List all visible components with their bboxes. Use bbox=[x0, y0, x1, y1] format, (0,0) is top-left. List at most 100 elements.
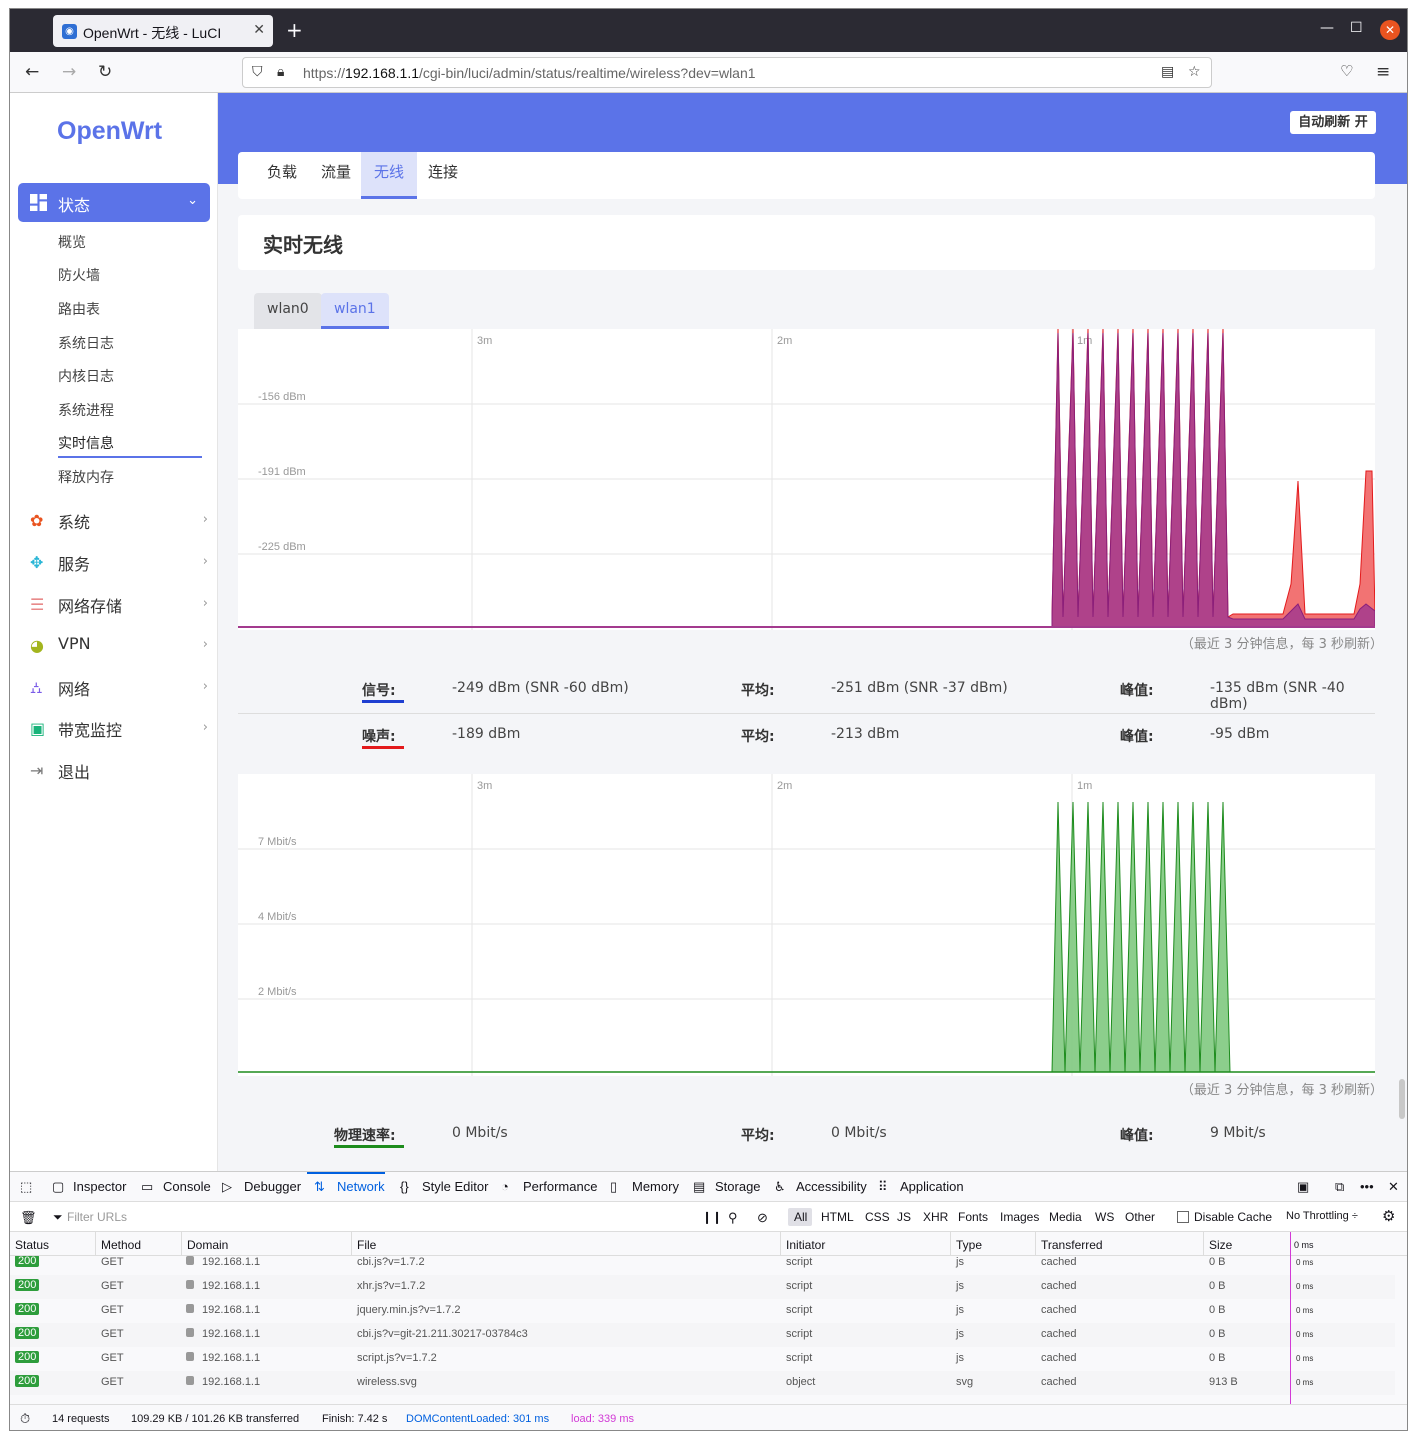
devtools-tab-accessibility[interactable]: Accessibility bbox=[796, 1179, 867, 1194]
lock-icon bbox=[186, 1256, 194, 1265]
submenu-firewall[interactable]: 防火墙 bbox=[58, 268, 100, 284]
tab-connections[interactable]: 连接 bbox=[428, 163, 459, 181]
lock-icon[interactable]: 🔒︎ bbox=[277, 64, 285, 80]
filter-media[interactable]: Media bbox=[1049, 1210, 1082, 1224]
menu-status[interactable]: 状态 ⌄ bbox=[18, 183, 210, 222]
close-tab-icon[interactable]: ✕ bbox=[253, 22, 265, 38]
filter-ws[interactable]: WS bbox=[1095, 1210, 1115, 1224]
filter-fonts[interactable]: Fonts bbox=[958, 1210, 989, 1224]
interface-tab-wlan1[interactable]: wlan1 bbox=[321, 293, 389, 329]
maximize-icon[interactable]: ☐ bbox=[1350, 20, 1363, 36]
menu-bandwidth-monitor[interactable]: ▣ 带宽监控 › bbox=[30, 714, 210, 744]
throttling-select[interactable]: No Throttling ÷ bbox=[1286, 1210, 1358, 1222]
menu-storage[interactable]: ☰ 网络存储 › bbox=[30, 590, 210, 620]
table-row[interactable]: 200 GET 192.168.1.1 cbi.js?v=1.7.2 script js c… bbox=[10, 1256, 1395, 1275]
submenu-realtime[interactable]: 实时信息 bbox=[58, 436, 114, 452]
devtools-tab-memory[interactable]: Memory bbox=[632, 1179, 679, 1194]
more-options-icon[interactable]: ••• bbox=[1360, 1179, 1374, 1194]
devtools-tab-storage[interactable]: Storage bbox=[715, 1179, 761, 1194]
minimize-icon[interactable]: — bbox=[1320, 20, 1334, 36]
close-devtools-icon[interactable]: ✕ bbox=[1388, 1179, 1399, 1194]
col-domain[interactable]: Domain bbox=[187, 1238, 229, 1252]
col-status[interactable]: Status bbox=[15, 1238, 50, 1252]
reload-icon[interactable]: ↻ bbox=[98, 62, 113, 82]
cell-time: 0 ms bbox=[1296, 1306, 1314, 1315]
filter-js[interactable]: JS bbox=[897, 1210, 912, 1224]
submenu-processes[interactable]: 系统进程 bbox=[58, 403, 114, 419]
col-timeline[interactable]: 0 ms bbox=[1294, 1240, 1314, 1250]
menu-icon[interactable]: ≡ bbox=[1376, 62, 1391, 82]
filter-xhr[interactable]: XHR bbox=[923, 1210, 949, 1224]
col-method[interactable]: Method bbox=[101, 1238, 142, 1252]
disable-cache-checkbox[interactable] bbox=[1177, 1211, 1189, 1223]
reader-view-icon[interactable]: ▤ bbox=[1161, 64, 1175, 80]
col-type[interactable]: Type bbox=[956, 1238, 983, 1252]
page-title: 实时无线 bbox=[263, 233, 343, 257]
devtools-tab-console[interactable]: Console bbox=[163, 1179, 211, 1194]
openwrt-logo[interactable]: OpenWrt bbox=[57, 117, 163, 145]
url-text[interactable]: https://192.168.1.1/cgi-bin/luci/admin/s… bbox=[303, 65, 756, 81]
devtools-tab-debugger[interactable]: Debugger bbox=[244, 1179, 302, 1194]
pocket-icon[interactable]: ♡ bbox=[1340, 62, 1354, 80]
chevron-right-icon: › bbox=[202, 596, 208, 611]
filter-html[interactable]: HTML bbox=[821, 1210, 854, 1224]
back-icon[interactable]: ← bbox=[25, 62, 40, 82]
table-row[interactable]: 200 GET 192.168.1.1 cbi.js?v=git-21.211.302… bbox=[10, 1323, 1395, 1347]
menu-logout[interactable]: ⇥ 退出 bbox=[30, 756, 210, 786]
table-row[interactable]: 200 GET 192.168.1.1 wireless.svg object svg ca… bbox=[10, 1371, 1395, 1395]
close-window-icon[interactable]: ✕ bbox=[1380, 20, 1400, 40]
submenu-routes[interactable]: 路由表 bbox=[58, 302, 100, 318]
menu-vpn[interactable]: ◕ VPN › bbox=[30, 631, 210, 661]
table-row[interactable]: 200 GET 192.168.1.1 script.js?v=1.7.2 script… bbox=[10, 1347, 1395, 1371]
menu-system[interactable]: ✿ 系统 › bbox=[30, 506, 210, 536]
devtools-tab-inspector[interactable]: Inspector bbox=[73, 1179, 127, 1194]
submenu-kernel-log[interactable]: 内核日志 bbox=[58, 369, 114, 385]
submenu-free-memory[interactable]: 释放内存 bbox=[58, 470, 114, 486]
clear-trash-icon[interactable]: 🗑︎ bbox=[20, 1210, 37, 1225]
table-row[interactable]: 200 GET 192.168.1.1 xhr.js?v=1.7.2 script js c… bbox=[10, 1275, 1395, 1299]
devtools-tab-performance[interactable]: Performance bbox=[523, 1179, 598, 1194]
devtools-tab-network[interactable]: Network bbox=[337, 1179, 385, 1194]
new-tab-icon[interactable]: + bbox=[286, 18, 303, 42]
browser-tab[interactable]: ◉ OpenWrt - 无线 - LuCI ✕ bbox=[53, 15, 273, 47]
cell-file: cbi.js?v=git-21.211.30217-03784c3 bbox=[357, 1328, 528, 1340]
col-file[interactable]: File bbox=[357, 1238, 377, 1252]
filter-all[interactable]: All bbox=[794, 1210, 808, 1224]
dock-icon[interactable]: ▣ bbox=[1297, 1179, 1310, 1194]
menu-services[interactable]: ✥ 服务 › bbox=[30, 548, 210, 578]
settings-gear-icon[interactable]: ⚙ bbox=[1382, 1208, 1396, 1225]
filter-css[interactable]: CSS bbox=[865, 1210, 890, 1224]
noise-peak-value: -95 dBm bbox=[1210, 726, 1270, 742]
auto-refresh-button[interactable]: 自动刷新 开 bbox=[1290, 111, 1376, 134]
interface-tab-wlan0[interactable]: wlan0 bbox=[254, 293, 322, 329]
disable-cache-label[interactable]: Disable Cache bbox=[1194, 1210, 1273, 1224]
menu-network[interactable]: ⛼ 网络 › bbox=[30, 673, 210, 703]
devtools-tab-application[interactable]: Application bbox=[900, 1179, 964, 1194]
url-bar[interactable]: ⛉ 🔒︎ https://192.168.1.1/cgi-bin/luci/ad… bbox=[242, 57, 1212, 88]
tab-wireless[interactable]: 无线 bbox=[361, 152, 418, 199]
search-icon[interactable]: ⚲ bbox=[728, 1210, 738, 1225]
submenu-syslog[interactable]: 系统日志 bbox=[58, 336, 114, 352]
openwrt-favicon-icon: ◉ bbox=[62, 24, 77, 39]
table-row[interactable]: 200 GET 192.168.1.1 jquery.min.js?v=1.7.2 sc… bbox=[10, 1299, 1395, 1323]
responsive-design-icon[interactable]: ⧉ bbox=[1335, 1179, 1345, 1194]
filter-urls-input[interactable]: Filter URLs bbox=[67, 1210, 128, 1224]
pause-icon[interactable]: ❙❙ bbox=[702, 1210, 723, 1224]
forward-icon[interactable]: → bbox=[62, 62, 77, 82]
col-size[interactable]: Size bbox=[1209, 1238, 1233, 1252]
bookmark-star-icon[interactable]: ☆ bbox=[1188, 64, 1201, 80]
col-transferred[interactable]: Transferred bbox=[1041, 1238, 1103, 1252]
shield-icon[interactable]: ⛉ bbox=[252, 64, 263, 80]
cell-size: 0 B bbox=[1209, 1256, 1226, 1268]
page-scrollbar[interactable] bbox=[1399, 1079, 1405, 1119]
devtools-tab-style-editor[interactable]: Style Editor bbox=[422, 1179, 489, 1194]
filter-images[interactable]: Images bbox=[1000, 1210, 1040, 1224]
element-picker-icon[interactable]: ⬚ bbox=[20, 1179, 33, 1194]
filter-other[interactable]: Other bbox=[1125, 1210, 1156, 1224]
tab-traffic[interactable]: 流量 bbox=[321, 163, 352, 181]
tab-load[interactable]: 负载 bbox=[267, 163, 298, 181]
submenu-overview[interactable]: 概览 bbox=[58, 235, 86, 251]
block-icon[interactable]: ⊘ bbox=[757, 1210, 768, 1225]
col-initiator[interactable]: Initiator bbox=[786, 1238, 826, 1252]
menu-services-label: 服务 bbox=[58, 555, 91, 574]
